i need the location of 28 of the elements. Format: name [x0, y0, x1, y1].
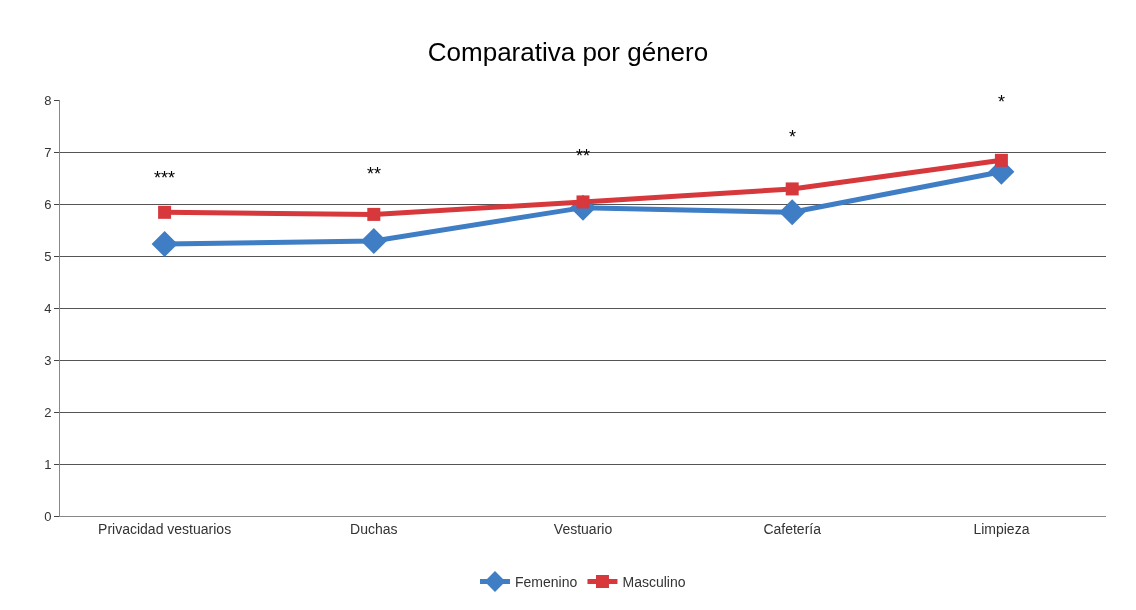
x-tick-label: Cafetería	[763, 520, 822, 537]
y-tick-label: 5	[44, 248, 52, 264]
annotation: *	[998, 92, 1006, 112]
y-tick-label: 4	[44, 300, 52, 316]
y-tick-label: 8	[44, 92, 52, 108]
x-tick-label: Privacidad vestuarios	[98, 520, 232, 537]
annotation: *	[789, 127, 797, 147]
y-tick-label: 1	[44, 456, 52, 472]
x-tick-label: Vestuario	[553, 520, 613, 537]
y-tick-label: 7	[44, 144, 52, 160]
point	[994, 153, 1008, 167]
point	[151, 231, 178, 258]
point	[367, 207, 381, 221]
point	[158, 205, 172, 219]
point	[779, 199, 806, 226]
point	[785, 182, 799, 196]
y-tick-label: 2	[44, 404, 52, 420]
y-tick-label: 6	[44, 196, 52, 212]
chart-title: Comparativa por género	[427, 36, 709, 67]
legend-label: Femenino	[515, 573, 578, 590]
x-tick-label: Limpieza	[973, 520, 1030, 537]
x-tick-label: Duchas	[350, 520, 398, 537]
annotation: ***	[154, 168, 176, 188]
point	[360, 227, 387, 254]
legend-label: Masculino	[622, 573, 686, 590]
annotation: **	[367, 164, 382, 184]
y-tick-label: 3	[44, 352, 52, 368]
y-tick-label: 0	[44, 508, 52, 524]
